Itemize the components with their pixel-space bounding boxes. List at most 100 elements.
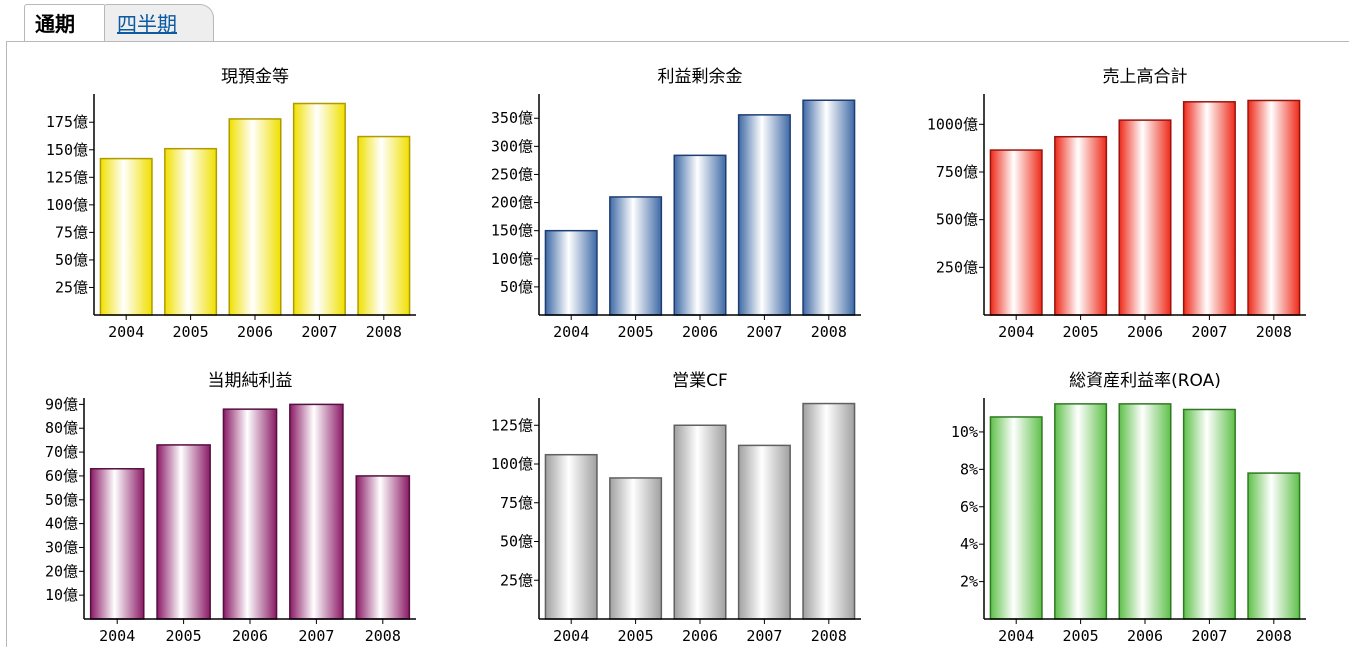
bar (544, 453, 598, 620)
bar (1182, 101, 1236, 316)
x-tick-label: 2005 (173, 323, 209, 338)
x-tick-label: 2004 (998, 323, 1034, 338)
y-tick-label: 100億 (46, 196, 88, 214)
bar (609, 477, 663, 620)
x-tick-label: 2005 (1063, 323, 1099, 338)
x-tick-label: 2006 (1127, 627, 1163, 642)
y-tick-label: 60億 (45, 467, 78, 485)
y-tick-label: 250億 (936, 258, 978, 276)
y-tick-label: 100億 (491, 250, 533, 268)
bar (989, 416, 1043, 620)
bar (1118, 403, 1172, 620)
x-tick-label: 2008 (811, 323, 847, 338)
x-tick-label: 2005 (618, 323, 654, 338)
x-tick-label: 2007 (1191, 323, 1227, 338)
y-tick-label: 150億 (491, 222, 533, 240)
y-tick-label: 90億 (45, 395, 78, 413)
chart-title: 総資産利益率(ROA) (1069, 371, 1221, 391)
y-tick-label: 70億 (45, 443, 78, 461)
bar (802, 99, 856, 316)
x-tick-label: 2006 (1127, 323, 1163, 338)
y-tick-label: 50億 (45, 491, 78, 509)
x-tick-label: 2006 (232, 627, 268, 642)
y-tick-label: 80億 (45, 419, 78, 437)
tab-quarterly-label[interactable]: 四半期 (117, 12, 177, 36)
x-tick-label: 2008 (1256, 323, 1292, 338)
x-tick-label: 2006 (682, 627, 718, 642)
x-tick-label: 2006 (682, 323, 718, 338)
x-tick-label: 2005 (618, 627, 654, 642)
x-tick-label: 2008 (1256, 627, 1292, 642)
bar (99, 157, 153, 316)
y-tick-label: 750億 (936, 163, 978, 181)
x-tick-label: 2004 (553, 627, 589, 642)
x-tick-label: 2004 (998, 627, 1034, 642)
bar (292, 102, 346, 316)
y-tick-label: 500億 (936, 211, 978, 229)
y-tick-label: 125億 (46, 168, 88, 186)
x-tick-label: 2007 (301, 323, 337, 338)
bar (802, 402, 856, 620)
chart-svg: 売上高合計 250億 500億 750億 1000億 2004 2005 2006 2007 20… (927, 67, 1306, 338)
bar (1182, 408, 1236, 620)
chart-svg: 総資産利益率(ROA) 2% 4% 6% 8% 10% 2004 2005 2006 2007 20… (951, 371, 1306, 642)
bar (164, 147, 218, 316)
y-tick-label: 1000億 (927, 115, 978, 133)
bar (89, 468, 145, 620)
tab-quarterly[interactable]: 四半期 (104, 4, 214, 42)
chart-title: 売上高合計 (1103, 67, 1188, 87)
y-tick-label: 175億 (46, 113, 88, 131)
x-tick-label: 2008 (811, 627, 847, 642)
chart-operating-cf: 営業CF 25億 50億 75億 100億 125億 2004 2005 2006 2007 200… (455, 362, 875, 642)
bar (737, 444, 791, 620)
tab-annual-label: 通期 (35, 12, 75, 36)
bar (228, 118, 282, 316)
bar (544, 229, 598, 316)
y-tick-label: 6% (960, 498, 978, 516)
y-tick-label: 8% (960, 460, 978, 478)
y-tick-label: 10% (951, 423, 978, 441)
bar (737, 114, 791, 316)
bar (673, 424, 727, 620)
tab-bar: 通期 四半期 (0, 0, 1349, 48)
y-tick-label: 100億 (491, 455, 533, 473)
chart-cash-deposits: 現預金等 25億 50億 75億 100億 125億 150億 175億 2004 2005 200… (10, 58, 430, 338)
bar (357, 135, 411, 316)
y-tick-label: 25億 (55, 278, 88, 296)
bar (355, 475, 411, 620)
tab-annual[interactable]: 通期 (24, 4, 106, 42)
y-tick-label: 300億 (491, 137, 533, 155)
x-tick-label: 2004 (99, 627, 135, 642)
chart-svg: 利益剰余金 50億 100億 150億 200億 250億 300億 350億 2004 2005… (491, 67, 861, 338)
y-tick-label: 50億 (500, 533, 533, 551)
bar (289, 403, 344, 620)
chart-svg: 営業CF 25億 50億 75億 100億 125億 2004 2005 2006 2007 200… (491, 371, 861, 642)
x-tick-label: 2004 (553, 323, 589, 338)
bar (1054, 135, 1108, 316)
x-tick-label: 2008 (365, 627, 401, 642)
bar (156, 444, 211, 620)
x-tick-label: 2007 (1191, 627, 1227, 642)
content-frame-left (6, 41, 7, 647)
y-tick-label: 2% (960, 573, 978, 591)
tab-frame-top (6, 41, 1349, 42)
x-tick-label: 2007 (746, 323, 782, 338)
y-tick-label: 50億 (500, 278, 533, 296)
bar (609, 196, 663, 316)
y-tick-label: 350億 (491, 109, 533, 127)
x-tick-label: 2007 (746, 627, 782, 642)
bar (989, 149, 1043, 316)
x-tick-label: 2005 (166, 627, 202, 642)
bar (1247, 472, 1301, 620)
y-tick-label: 200億 (491, 194, 533, 212)
y-tick-label: 75億 (500, 494, 533, 512)
bar (1247, 99, 1301, 316)
y-tick-label: 50億 (55, 251, 88, 269)
chart-total-sales: 売上高合計 250億 500億 750億 1000億 2004 2005 2006 2007 20… (900, 58, 1320, 338)
bar (1054, 403, 1108, 620)
chart-title: 現預金等 (221, 67, 289, 87)
bar (673, 154, 727, 316)
y-tick-label: 4% (960, 535, 978, 553)
chart-svg: 現預金等 25億 50億 75億 100億 125億 150億 175億 2004 2005 200… (46, 67, 416, 338)
y-tick-label: 150億 (46, 141, 88, 159)
